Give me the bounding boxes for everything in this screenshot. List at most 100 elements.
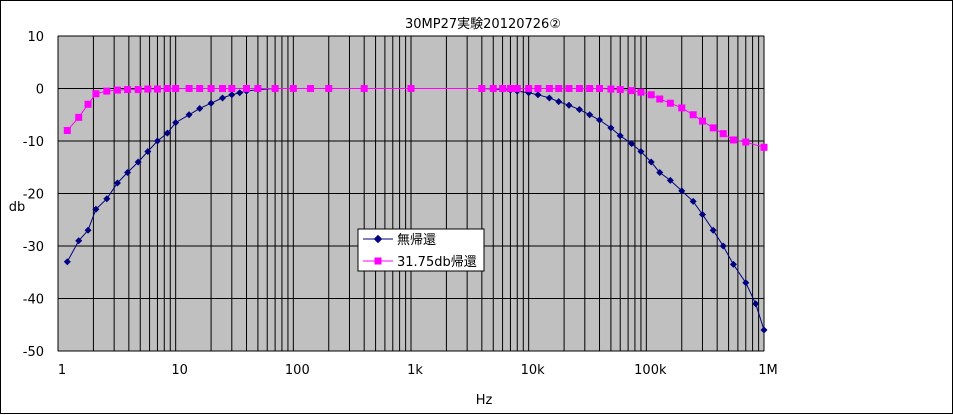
data-point [478,85,486,92]
data-point [172,119,180,127]
chart-title: 30MP27実験20120726② [405,16,561,32]
data-point [607,85,615,93]
data-point [534,85,542,92]
data-point [596,116,604,124]
data-point [637,88,645,96]
data-point [513,85,521,92]
data-point [134,158,142,166]
data-point [565,101,573,109]
data-point [575,106,583,113]
data-point [84,226,92,234]
data-point [124,169,132,176]
data-point [499,85,507,92]
data-point [153,85,161,93]
y-tick-label: -40 [23,293,44,308]
data-point [729,136,737,144]
data-point [63,258,71,266]
x-tick-label: 1 [58,363,66,378]
data-point [218,85,226,92]
data-point [742,279,750,287]
data-point [678,104,686,112]
x-tick-label: 10 [171,363,188,378]
data-point [185,111,193,119]
data-point [698,117,706,125]
data-point [698,211,706,218]
data-point [586,85,594,92]
data-point [124,86,132,94]
data-point [647,91,655,99]
data-point [228,91,236,99]
y-tick-label: 10 [27,30,44,45]
data-point [760,143,768,151]
data-point [555,85,563,92]
data-point [218,94,226,102]
legend-label-series-1: 無帰還 [397,232,436,248]
data-point [719,130,727,138]
data-point [666,176,674,184]
data-point [207,99,215,107]
x-tick-label: 100k [634,363,667,378]
data-point [545,94,553,102]
data-point [689,111,697,119]
data-point [616,86,624,94]
data-point [243,85,251,92]
data-point [742,138,750,146]
data-point [407,85,415,92]
data-point [525,85,533,92]
data-point [689,197,697,205]
data-point [506,85,514,92]
data-point [628,140,636,148]
data-point [575,85,583,92]
y-axis-title: db [9,200,26,215]
data-point [760,326,768,334]
data-point [534,91,542,99]
data-point [656,95,664,103]
data-point [113,86,121,94]
y-tick-label: -20 [23,188,44,203]
data-point [545,85,553,92]
data-point [196,85,204,92]
y-tick-label: -30 [23,240,44,255]
data-point [586,111,594,119]
series-2 [63,85,768,151]
data-point [185,85,193,92]
data-point [134,86,142,94]
data-point [729,260,737,268]
x-axis-ticks: 1 10 100 1k 10k 100k 1M [58,363,778,378]
legend-marker-series-2 [374,257,382,265]
data-point [84,100,92,108]
data-point [709,124,717,132]
data-point [666,99,674,107]
y-tick-label: -50 [23,345,44,360]
data-point [92,205,100,213]
data-point [196,104,204,112]
data-point [565,85,573,92]
data-point [555,98,563,106]
data-point [360,85,368,92]
x-tick-label: 1k [407,363,423,378]
data-point [207,85,215,92]
data-point [628,87,636,95]
data-point [719,242,727,250]
data-point [103,195,111,203]
data-point [144,85,152,93]
data-point [637,148,645,155]
data-point [172,85,180,92]
series-layer [63,85,768,334]
data-point [271,85,279,92]
data-point [752,300,760,308]
data-point [113,179,121,187]
data-point [236,89,244,97]
x-axis-title: Hz [476,393,493,408]
data-point [678,187,686,195]
data-point [647,158,655,166]
data-point [75,237,83,245]
x-tick-label: 10k [521,363,546,378]
data-point [616,132,624,140]
data-point [489,85,497,92]
y-tick-label: 0 [36,83,44,98]
data-point [103,87,111,95]
data-point [254,85,262,92]
